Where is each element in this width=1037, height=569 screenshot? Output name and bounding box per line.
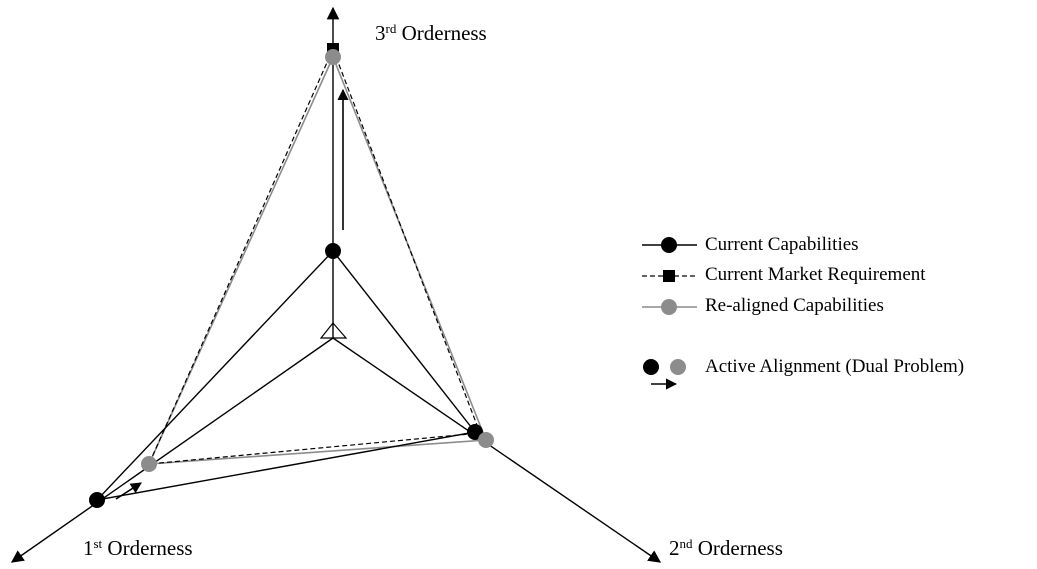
- axis-2nd-orderness: [332, 337, 662, 563]
- axis-label-1st-orderness: 1st Orderness: [83, 536, 193, 560]
- legend-realigned-capabilities-label: Re-aligned Capabilities: [705, 295, 884, 316]
- legend-active-alignment-label: Active Alignment (Dual Problem): [705, 356, 965, 377]
- current-capabilities-marker-3rd: [325, 243, 341, 259]
- current-capabilities-polygon: [95, 249, 477, 502]
- legend-realigned-symbol: [642, 299, 697, 315]
- realigned-capabilities-marker-3rd: [325, 49, 341, 65]
- legend-current-symbol: [642, 237, 697, 253]
- center-triangle: [319, 322, 348, 339]
- realigned-capabilities-marker-1st: [141, 456, 157, 472]
- legend-market-requirement-label: Current Market Requirement: [705, 264, 926, 285]
- axis-label-2nd-orderness: 2nd Orderness: [669, 536, 783, 560]
- legend-active-symbol: [643, 359, 686, 390]
- legend-market-symbol: [642, 270, 697, 282]
- alignment-arrow-1st: [115, 482, 142, 500]
- current-capabilities-marker-2nd: [467, 424, 483, 440]
- market-requirement-polygon: [148, 47, 481, 465]
- axis-1st-orderness: [10, 337, 334, 563]
- realigned-capabilities-polygon: [147, 54, 488, 465]
- current-capabilities-marker-1st: [89, 492, 105, 508]
- axis-label-3rd-orderness: 3rd Orderness: [375, 21, 487, 45]
- legend-current-capabilities-label: Current Capabilities: [705, 234, 859, 255]
- realigned-capabilities-marker-2nd: [478, 432, 494, 448]
